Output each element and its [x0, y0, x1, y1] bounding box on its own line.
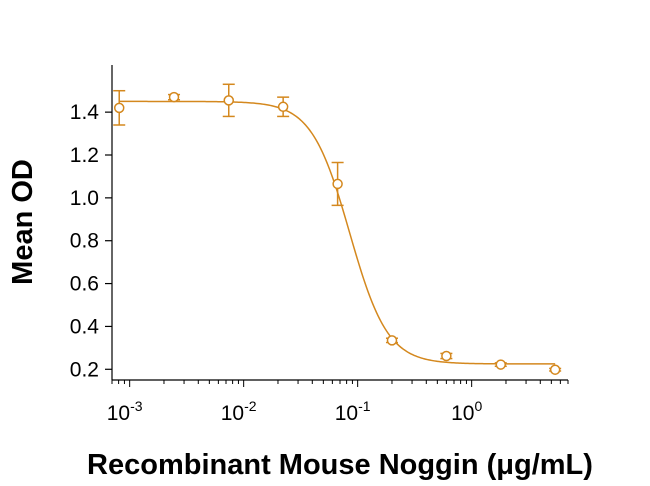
data-point [168, 91, 180, 103]
data-point [277, 101, 289, 113]
y-tick-label: 0.4 [70, 315, 100, 338]
y-axis-title: Mean OD [7, 159, 39, 285]
x-tick-label: 10-2 [221, 398, 257, 425]
data-point [223, 95, 235, 106]
data-point [495, 359, 507, 370]
y-ticks: 0.2 0.4 0.6 0.8 1.0 1.2 1.4 [70, 101, 112, 381]
data-points [113, 83, 562, 375]
y-tick-label: 1.0 [70, 187, 99, 210]
x-ticks: 10-3 10-2 10-1 100 [107, 380, 569, 425]
fit-curve [119, 100, 556, 365]
axes [111, 65, 568, 381]
data-point [332, 178, 343, 190]
y-tick-label: 1.2 [70, 144, 99, 167]
y-tick-label: 0.2 [70, 358, 99, 381]
data-point [441, 350, 452, 362]
x-tick-label: 10-3 [107, 398, 143, 425]
x-tick-label: 100 [451, 398, 482, 425]
x-tick-label: 10-1 [335, 398, 371, 425]
x-axis-title: Recombinant Mouse Noggin (μg/mL) [87, 449, 593, 481]
y-tick-label: 0.8 [70, 230, 99, 253]
y-tick-label: 0.6 [70, 273, 99, 296]
data-point [113, 102, 125, 114]
y-tick-label: 1.4 [70, 101, 100, 124]
data-point [386, 335, 398, 346]
data-point [549, 364, 561, 375]
